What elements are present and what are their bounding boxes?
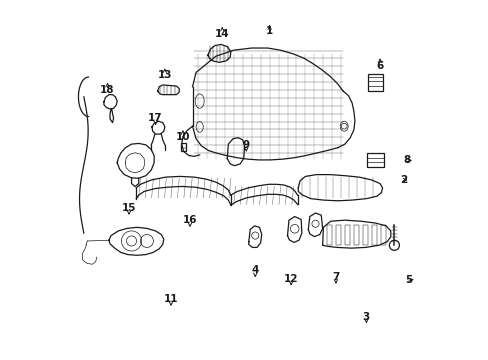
Bar bbox=[335, 225, 341, 244]
Bar bbox=[366, 153, 384, 167]
Text: 17: 17 bbox=[148, 113, 163, 123]
Text: 11: 11 bbox=[163, 294, 178, 304]
Text: 18: 18 bbox=[100, 85, 115, 95]
Text: 15: 15 bbox=[122, 203, 136, 213]
Bar bbox=[367, 74, 382, 91]
Text: 5: 5 bbox=[404, 275, 411, 285]
Bar bbox=[380, 225, 386, 244]
Text: 14: 14 bbox=[215, 29, 229, 39]
Text: 3: 3 bbox=[362, 312, 369, 322]
Text: 2: 2 bbox=[400, 175, 407, 185]
Bar bbox=[353, 225, 359, 244]
Bar bbox=[180, 143, 186, 150]
Bar bbox=[362, 225, 367, 244]
Text: 16: 16 bbox=[183, 215, 197, 225]
Bar bbox=[371, 225, 376, 244]
Text: 1: 1 bbox=[265, 26, 273, 36]
Text: 10: 10 bbox=[175, 132, 190, 142]
Text: 6: 6 bbox=[376, 61, 383, 71]
Bar bbox=[344, 225, 349, 244]
Text: 4: 4 bbox=[251, 265, 259, 275]
Bar bbox=[326, 225, 332, 244]
Text: 8: 8 bbox=[402, 155, 409, 165]
Text: 9: 9 bbox=[242, 140, 249, 150]
Text: 12: 12 bbox=[284, 274, 298, 284]
Text: 7: 7 bbox=[331, 272, 339, 282]
Text: 13: 13 bbox=[157, 70, 172, 80]
